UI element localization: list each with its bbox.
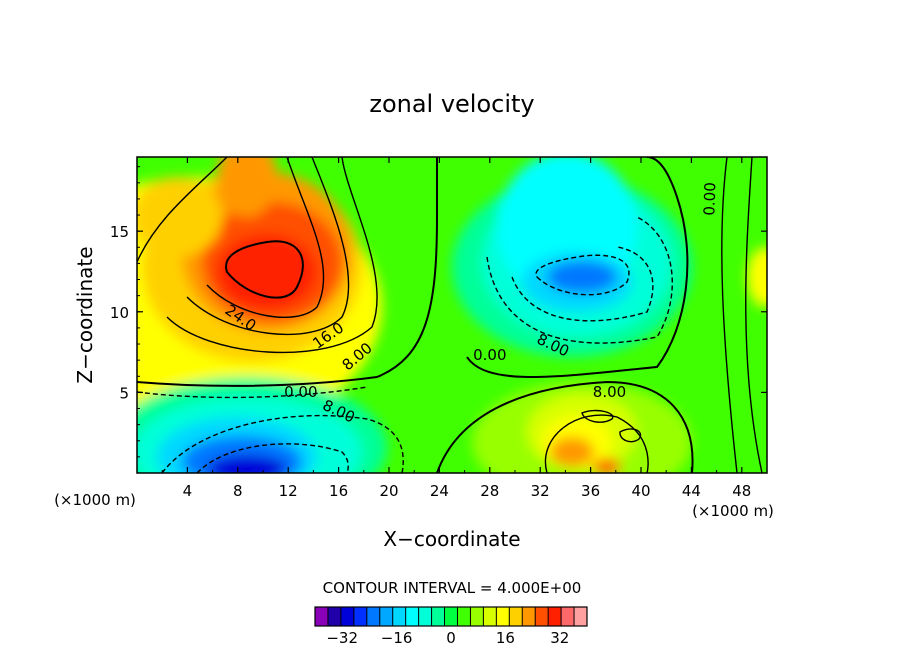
contour-line: [535, 254, 630, 296]
colorbar-swatch: [353, 607, 368, 626]
contour-interval-text: CONTOUR INTERVAL = 4.000E+00: [323, 579, 582, 597]
y-tick-label: 5: [119, 384, 129, 402]
plot-frame: [136, 156, 768, 474]
x-tick-label: 36: [581, 482, 600, 500]
colorbar-tick-label: −16: [381, 629, 413, 647]
field-blob: [747, 247, 767, 307]
colorbar-swatch: [418, 607, 432, 626]
colorbar-swatch: [457, 607, 471, 626]
contour-line: [511, 246, 654, 322]
contour-label: 8.00: [593, 383, 626, 401]
y-tick-label: 10: [110, 304, 129, 322]
colorbar-swatch: [315, 607, 329, 626]
x-tick-label: 40: [631, 482, 650, 500]
x-tick-label: 24: [430, 482, 449, 500]
field-blob: [217, 234, 317, 310]
contour-line: [619, 428, 642, 443]
contour-line: [544, 414, 649, 473]
contour-line: [466, 157, 689, 378]
field-blob: [547, 261, 617, 293]
x-tick-label: 48: [732, 482, 751, 500]
colorbar-swatch: [509, 607, 523, 626]
colorbar-swatch: [405, 607, 419, 626]
colorbar-swatch: [561, 607, 575, 626]
colorbar-tick-label: −32: [326, 629, 358, 647]
x-axis-unit-left: (×1000 m): [54, 491, 136, 509]
colorbar-swatch: [470, 607, 484, 626]
contour-line: [745, 157, 763, 473]
contour-line: [206, 157, 325, 318]
contour-line: [186, 157, 350, 336]
colorbar-swatch: [574, 607, 588, 626]
field-blob: [137, 177, 222, 257]
colorbar-swatch: [431, 607, 445, 626]
colorbar-swatch: [535, 607, 549, 626]
contour-line: [137, 157, 438, 387]
colorbar-tick-label: 0: [446, 629, 456, 647]
contour-line: [137, 157, 228, 263]
colorbar-swatch: [379, 607, 394, 626]
contour-line: [137, 386, 368, 399]
colorbar-tick-label: 16: [496, 629, 515, 647]
x-tick-label: 28: [480, 482, 499, 500]
contour-line: [581, 409, 614, 423]
contour-line: [225, 240, 304, 299]
contour-line: [486, 216, 673, 344]
contour-line: [436, 380, 694, 473]
velocity-field: [137, 157, 767, 473]
contour-line: [196, 443, 349, 473]
colorbar-tick-label: 32: [550, 629, 569, 647]
contour-line: [166, 157, 378, 354]
colorbar-swatch: [522, 607, 536, 626]
colorbar-swatch: [548, 607, 562, 626]
contour-lines: [137, 157, 763, 473]
field-blob: [550, 437, 594, 467]
colorbar-swatch: [444, 607, 458, 626]
y-tick-label: 15: [110, 223, 129, 241]
x-tick-label: 4: [183, 482, 193, 500]
y-axis-label: Z−coordinate: [73, 246, 97, 383]
colorbar-frame: [314, 606, 588, 627]
x-tick-label: 12: [279, 482, 298, 500]
contour-label: 0.00: [700, 182, 719, 216]
x-axis-ticks: 4 8 12 16 20 24 28 32 36 40 44 48: [161, 157, 751, 500]
field-blob: [217, 157, 277, 217]
contour-label: 0.00: [473, 346, 506, 364]
colorbar-swatch: [496, 607, 510, 626]
colorbar-swatch: [392, 607, 406, 626]
colorbar-swatch: [483, 607, 497, 626]
colorbar: −32 −16 0 16 32: [314, 606, 588, 647]
field-blob: [207, 455, 287, 473]
x-tick-label: 44: [682, 482, 701, 500]
x-tick-label: 8: [233, 482, 243, 500]
x-axis-label: X−coordinate: [383, 527, 520, 551]
plot-area: [137, 157, 767, 473]
colorbar-swatch: [340, 607, 355, 626]
y-axis-ticks: 5 10 15: [110, 166, 767, 458]
contour-label: 0.00: [284, 383, 317, 401]
chart-title: zonal velocity: [369, 90, 534, 118]
contour-line: [161, 414, 404, 473]
colorbar-swatch: [366, 607, 381, 626]
x-tick-label: 20: [379, 482, 398, 500]
colorbar-swatch: [327, 607, 342, 626]
x-tick-label: 16: [329, 482, 348, 500]
field-blob: [593, 459, 621, 473]
contour-line: [721, 157, 738, 473]
x-tick-label: 32: [531, 482, 550, 500]
x-axis-unit-right: (×1000 m): [692, 502, 774, 520]
